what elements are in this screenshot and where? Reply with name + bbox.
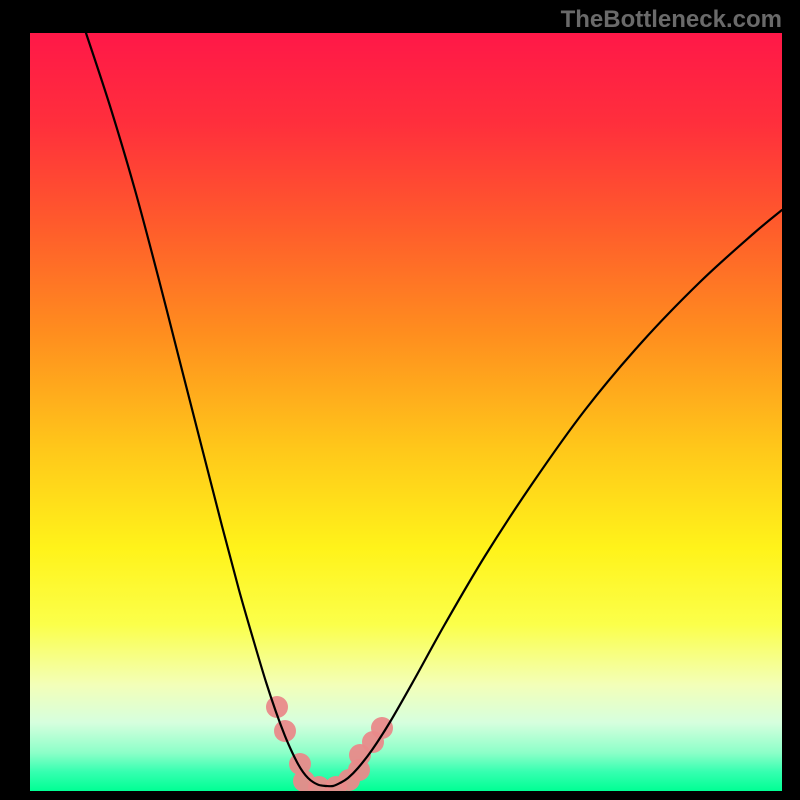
chart-container: TheBottleneck.com <box>0 0 800 800</box>
watermark-text: TheBottleneck.com <box>561 6 782 34</box>
bottleneck-curve-right <box>326 210 782 786</box>
curves-layer <box>0 0 800 800</box>
bottleneck-curve-left <box>86 33 326 786</box>
